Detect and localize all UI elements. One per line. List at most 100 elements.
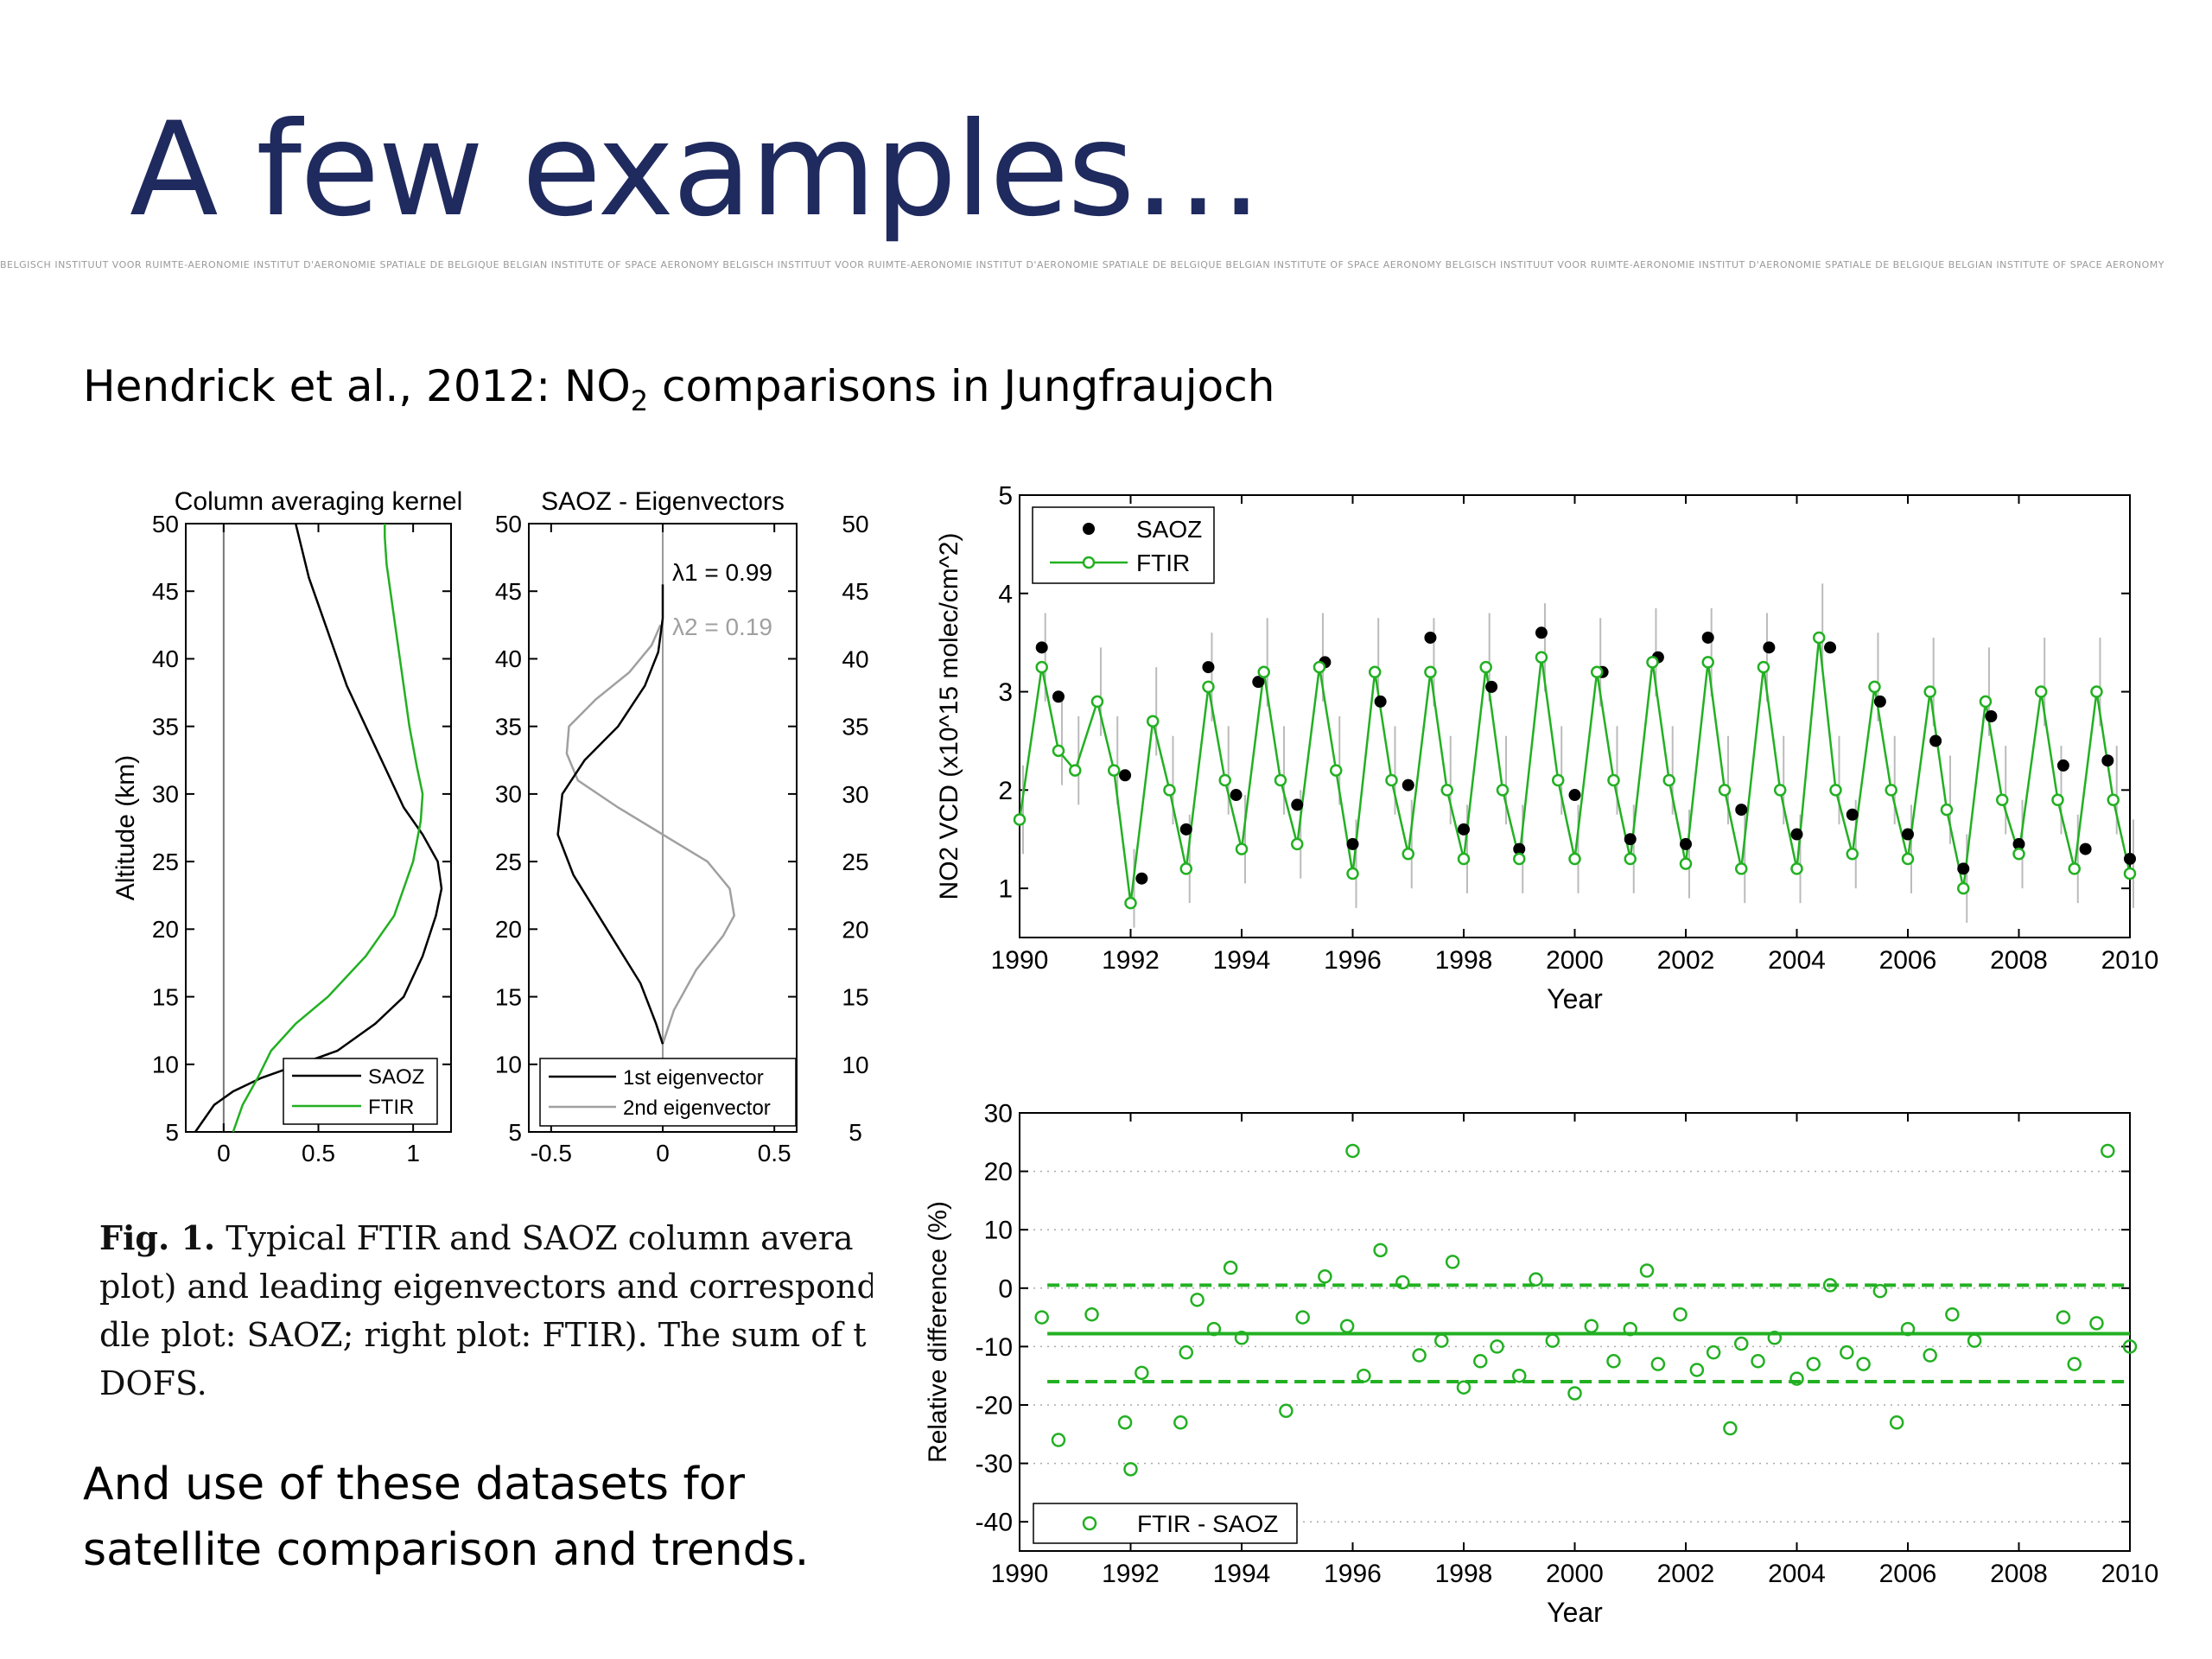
- diff-x-axis-label: Year: [1547, 1597, 1603, 1628]
- difference-point: [2067, 1357, 2082, 1371]
- saoz-point: [1485, 680, 1498, 693]
- vcd-legend-box: [1032, 506, 1215, 584]
- difference-point: [1872, 1283, 1888, 1299]
- ftir-point: [1735, 862, 1748, 875]
- saoz-point: [1624, 833, 1637, 846]
- legend-diff-marker: [1082, 1516, 1097, 1531]
- saoz-kernel-line: [194, 523, 443, 1133]
- y-tick-label: 50: [495, 511, 522, 537]
- x-tick-label: 1994: [1213, 1560, 1271, 1588]
- saoz-point: [1202, 661, 1215, 674]
- eigenvector-1-line: [556, 584, 664, 1045]
- ftir-point: [1868, 680, 1881, 694]
- difference-point: [1034, 1310, 1049, 1325]
- difference-point: [1673, 1306, 1688, 1322]
- y-tick-label: 15: [495, 983, 522, 1010]
- y-tick-label: 30: [495, 781, 522, 808]
- difference-point: [1135, 1365, 1149, 1381]
- right-axis-label: 30: [842, 781, 868, 808]
- subtitle-subscript: 2: [630, 385, 649, 417]
- ftir-point: [2051, 793, 2064, 806]
- difference-point: [1395, 1274, 1410, 1290]
- saoz-point: [1790, 828, 1803, 841]
- right-axis-label: 50: [842, 511, 868, 537]
- x-tick-label: 1998: [1435, 1560, 1493, 1588]
- ftir-point: [1701, 656, 1714, 669]
- x-tick-label: 1: [406, 1140, 420, 1166]
- y-tick-label: 20: [495, 916, 522, 943]
- y-tick-label: 4: [998, 580, 1013, 608]
- difference-point: [1734, 1336, 1749, 1351]
- x-tick-label: 2010: [2101, 946, 2159, 975]
- x-tick-label: 2004: [1768, 1560, 1826, 1588]
- eigen-legend-box: [539, 1058, 797, 1127]
- difference-point: [1545, 1333, 1560, 1348]
- ftir-point: [1013, 813, 1027, 826]
- ftir-point: [1995, 793, 2009, 806]
- ftir-point: [1163, 784, 1176, 797]
- difference-point: [2089, 1316, 2104, 1331]
- ftir-point: [1790, 862, 1803, 875]
- difference-point: [1789, 1371, 1804, 1386]
- saoz-point: [1135, 872, 1148, 885]
- kernel-plot-frame: [185, 523, 452, 1133]
- difference-point: [1123, 1462, 1138, 1477]
- ftir-point: [1646, 656, 1659, 669]
- legend-eig1-label: 1st eigenvector: [623, 1066, 764, 1090]
- x-tick-label: -0.5: [531, 1140, 572, 1166]
- y-tick-label: 30: [152, 781, 179, 808]
- ftir-point: [1773, 784, 1787, 797]
- saoz-point: [2012, 837, 2025, 850]
- difference-point: [1639, 1263, 1655, 1278]
- kernel-legend-box: [283, 1058, 438, 1125]
- saoz-point: [2079, 842, 2092, 855]
- y-tick-label: 3: [998, 678, 1013, 707]
- saoz-point: [1424, 631, 1437, 644]
- ftir-point: [1679, 857, 1693, 870]
- difference-point: [1084, 1306, 1099, 1322]
- y-tick-label: 45: [152, 578, 179, 605]
- ftir-point: [1535, 651, 1548, 664]
- diff-y-axis-label: Relative difference (%): [924, 1201, 952, 1463]
- figure-caption: Fig. 1. Typical FTIR and SAOZ column ave…: [99, 1214, 873, 1413]
- ftir-point: [1424, 665, 1437, 679]
- saoz-point: [1230, 789, 1243, 802]
- ftir-point: [1957, 881, 1970, 895]
- saoz-point: [1458, 823, 1470, 836]
- y-tick-label: 5: [165, 1119, 179, 1146]
- caption-line-1-text: Typical FTIR and SAOZ column avera: [215, 1219, 854, 1257]
- x-tick-label: 1992: [1102, 1560, 1160, 1588]
- ftir-point: [1202, 680, 1215, 694]
- difference-point: [1606, 1354, 1621, 1369]
- difference-point: [1723, 1421, 1738, 1436]
- ftir-point: [1385, 773, 1398, 787]
- y-tick-label: 45: [495, 578, 522, 605]
- saoz-point: [1035, 641, 1048, 654]
- difference-point: [1339, 1319, 1355, 1333]
- ftir-point: [1551, 773, 1565, 787]
- legend-ftir-marker: [1082, 556, 1096, 569]
- right-axis-label: 15: [842, 984, 868, 1011]
- difference-point: [1318, 1269, 1332, 1284]
- difference-point: [1840, 1344, 1854, 1360]
- legend-saoz-marker: [1083, 523, 1095, 535]
- difference-point: [1117, 1415, 1133, 1430]
- difference-point: [1584, 1319, 1599, 1333]
- y-tick-label: 10: [495, 1052, 522, 1078]
- saoz-point: [1902, 828, 1914, 841]
- saoz-point: [1824, 641, 1837, 654]
- saoz-point: [1763, 641, 1776, 654]
- x-tick-label: 0.5: [302, 1140, 335, 1166]
- y-tick-label: 35: [152, 713, 179, 740]
- difference-point: [1856, 1357, 1871, 1371]
- difference-point: [1623, 1321, 1637, 1337]
- institute-banner: BELGISCH INSTITUUT VOOR RUIMTE-AERONOMIE…: [0, 259, 2164, 270]
- difference-point: [1767, 1331, 1783, 1345]
- ftir-point: [1885, 784, 1897, 797]
- ftir-point: [1979, 695, 1993, 709]
- ftir-point: [1069, 764, 1082, 777]
- difference-point: [1357, 1368, 1371, 1383]
- difference-point: [1529, 1272, 1543, 1287]
- difference-point: [2101, 1143, 2115, 1159]
